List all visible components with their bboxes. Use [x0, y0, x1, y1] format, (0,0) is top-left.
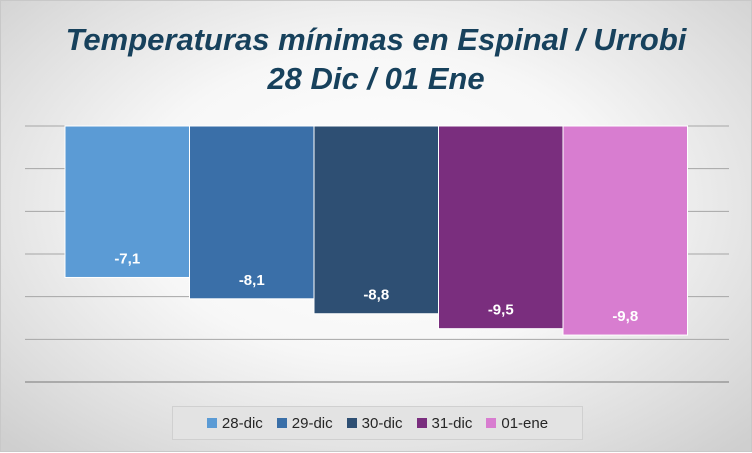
- legend-label: 29-dic: [291, 414, 333, 432]
- chart-title: Temperaturas mínimas en Espinal / Urrobi: [65, 22, 687, 57]
- legend-item-01-ene: 01-ene: [486, 415, 548, 432]
- legend-label: 28-dic: [221, 414, 263, 432]
- chart-subtitle: 28 Dic / 01 Ene: [267, 61, 485, 96]
- data-label-30-dic: -8,8: [363, 287, 389, 304]
- legend-swatch: [486, 418, 497, 428]
- legend-swatch: [206, 418, 217, 428]
- legend-item-29-dic: 29-dic: [276, 414, 333, 432]
- legend-label: 30-dic: [361, 414, 403, 432]
- legend-item-30-dic: 30-dic: [346, 414, 403, 432]
- bar-01-ene: [562, 125, 688, 336]
- bar-29-dic: [189, 125, 315, 300]
- legend-swatch: [276, 418, 287, 428]
- data-label-01-ene: -9,8: [612, 308, 638, 325]
- legend-item-28-dic: 28-dic: [206, 414, 263, 432]
- data-label-29-dic: -8,1: [239, 272, 265, 289]
- data-label-28-dic: -7,1: [114, 250, 140, 267]
- legend-label: 01-ene: [501, 414, 549, 432]
- bar-30-dic: [313, 125, 439, 315]
- bar-28-dic: [64, 125, 190, 278]
- legend-swatch: [346, 418, 357, 428]
- legend-item-31-dic: 31-dic: [416, 414, 473, 432]
- legend: 28-dic 29-dic 30-dic 31-dic 01-ene: [172, 406, 583, 440]
- legend-swatch: [416, 418, 427, 428]
- bar-31-dic: [438, 125, 564, 330]
- data-label-31-dic: -9,5: [488, 302, 514, 319]
- legend-label: 31-dic: [431, 414, 473, 432]
